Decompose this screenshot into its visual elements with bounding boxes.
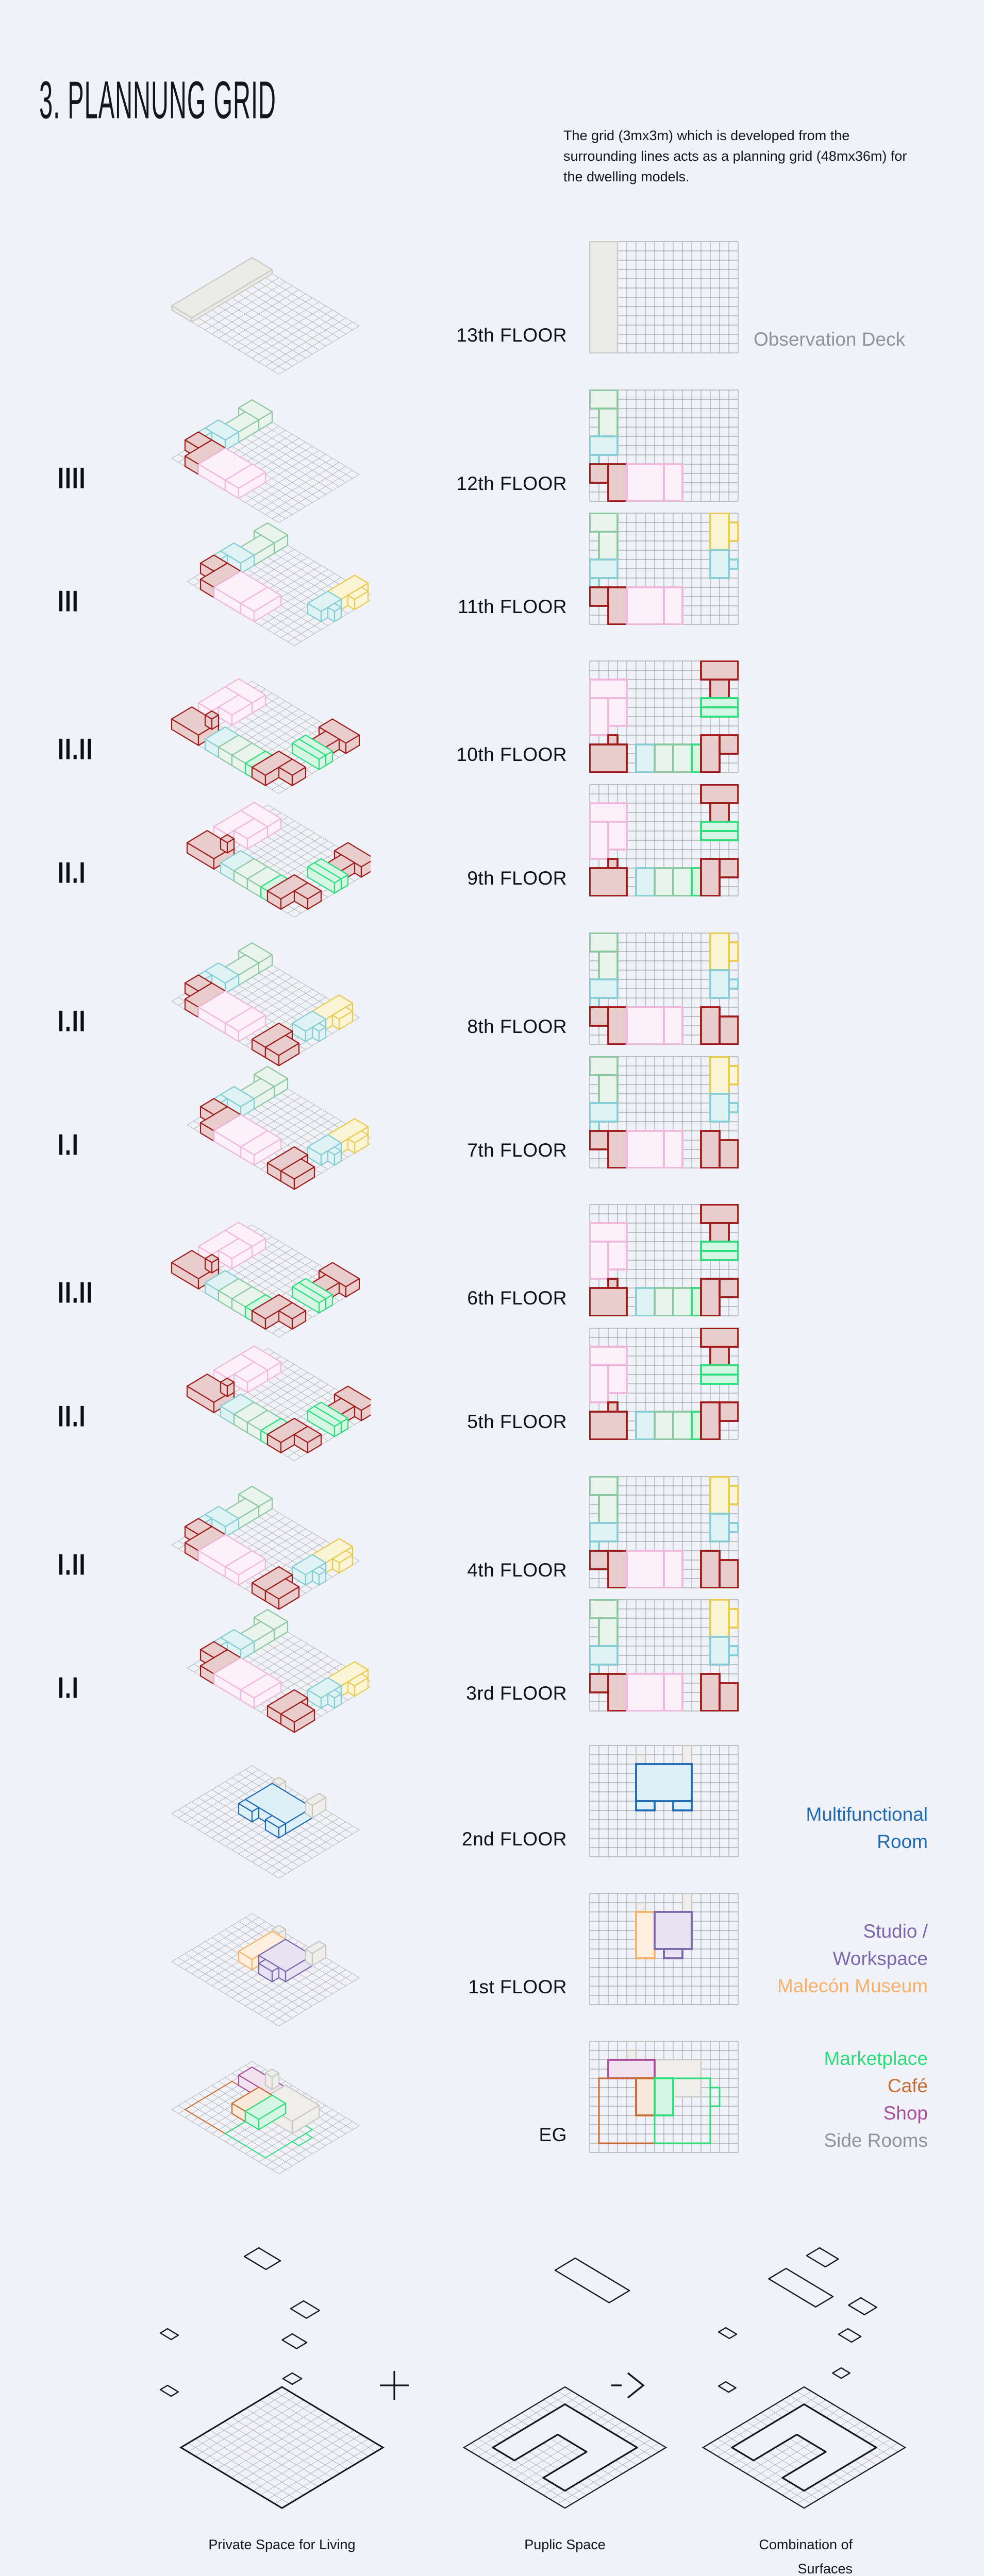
- legend-line: Café: [887, 2075, 928, 2096]
- floor-plan-grid: [589, 389, 739, 502]
- floor-plan-grid: [589, 1328, 739, 1440]
- floor-plan-grid: [589, 784, 739, 896]
- floor-legend: Observation Deck: [754, 326, 931, 353]
- floor-plan-grid: [589, 241, 739, 353]
- plan-rooms: [589, 660, 739, 773]
- legend-line: Side Rooms: [824, 2130, 928, 2151]
- floor-plan-grid: [589, 2041, 739, 2153]
- floor-label: 9th FLOOR: [467, 868, 567, 889]
- legend-line: Shop: [883, 2103, 928, 2124]
- plan-rooms: [589, 1599, 739, 1711]
- floor-numeral: II.II: [58, 732, 94, 766]
- floor-isometric-view: [171, 257, 360, 375]
- floor-isometric-view: [171, 1485, 360, 1610]
- floor-label: 4th FLOOR: [467, 1560, 567, 1581]
- floor-isometric-view: [186, 1345, 371, 1461]
- legend-line: Studio /: [863, 1921, 928, 1942]
- page-title-text: 3. PLANNUNG GRID: [39, 70, 276, 130]
- floor-plan-grid: [589, 1893, 739, 2005]
- floor-label: 10th FLOOR: [456, 744, 567, 765]
- floor-isometric-view: [187, 1065, 371, 1190]
- plan-rooms: [635, 1745, 693, 1811]
- floor-numeral: II.I: [58, 856, 87, 889]
- plan-rooms: [589, 1204, 739, 1316]
- floor-label: 3rd FLOOR: [466, 1683, 567, 1704]
- floor-plan-grid: [589, 1599, 739, 1711]
- floor-label: 8th FLOOR: [467, 1016, 567, 1037]
- floor-plan-grid: [589, 1204, 739, 1316]
- plan-rooms: [589, 1056, 739, 1168]
- floor-isometric-view: [171, 2061, 360, 2174]
- floor-isometric-view: [171, 678, 360, 794]
- floor-isometric-view: [171, 1913, 360, 2026]
- legend-line: Marketplace: [824, 2048, 928, 2069]
- floor-isometric-view: [171, 942, 360, 1066]
- floor-plan-grid: [589, 513, 739, 625]
- intro-description: The grid (3mx3m) which is developed from…: [563, 128, 907, 184]
- floor-isometric-view: [171, 1222, 360, 1337]
- floor-isometric-view: [171, 1765, 360, 1878]
- floor-isometric-view: [187, 522, 371, 646]
- floor-label: 5th FLOOR: [467, 1411, 567, 1432]
- floor-numeral: II.II: [58, 1276, 94, 1309]
- floor-plan-grid: [589, 1056, 739, 1168]
- floor-label: 2nd FLOOR: [462, 1828, 567, 1850]
- floor-label: EG: [539, 2124, 567, 2145]
- legend-line: Room: [877, 1831, 928, 1852]
- plan-rooms: [589, 784, 739, 896]
- floor-label: 7th FLOOR: [467, 1140, 567, 1161]
- floor-label: 6th FLOOR: [467, 1287, 567, 1309]
- floor-label: 1st FLOOR: [468, 1976, 567, 1997]
- floor-legend: Marketplace Café Shop Side Rooms: [750, 2045, 928, 2154]
- legend-line: Multifunctional: [806, 1804, 928, 1825]
- diagram-private-space: [159, 2247, 385, 2509]
- diagram-label-public-space: Puplic Space: [524, 2537, 606, 2552]
- floor-numeral: I.I: [58, 1671, 79, 1704]
- floor-numeral: III: [58, 584, 79, 618]
- diagram-public-space: [462, 2257, 668, 2509]
- floor-plan-grid: [589, 1745, 739, 1857]
- plan-rooms: [589, 933, 739, 1045]
- diagram-label-private-space: Private Space for Living: [208, 2537, 356, 2552]
- diagram-combination-of-surfaces: [702, 2247, 907, 2509]
- floor-label: 12th FLOOR: [456, 473, 567, 494]
- legend-line: Malecón Museum: [777, 1975, 928, 1996]
- floor-numeral: I.II: [58, 1548, 87, 1581]
- plan-rooms: [635, 1893, 693, 1959]
- plan-rooms: [589, 513, 739, 625]
- floor-isometric-view: [187, 1608, 371, 1733]
- plan-rooms: [589, 389, 683, 502]
- floor-numeral: IIII: [58, 461, 87, 495]
- plan-rooms: [589, 1328, 739, 1440]
- page-title: 3. PLANNUNG GRID: [39, 70, 513, 130]
- floor-legend: Studio / Workspace Malecón Museum: [750, 1918, 928, 1999]
- floor-plan-grid: [589, 660, 739, 773]
- floor-plan-grid: [589, 933, 739, 1045]
- floor-label: 13th FLOOR: [456, 325, 567, 346]
- arrow-icon: [611, 2372, 645, 2399]
- legend-line: Observation Deck: [754, 329, 906, 350]
- plus-icon: [380, 2371, 409, 2400]
- plan-rooms: [589, 1476, 739, 1588]
- floor-numeral: I.I: [58, 1128, 79, 1161]
- floor-isometric-view: [186, 802, 371, 918]
- legend-line: Workspace: [832, 1948, 928, 1969]
- plan-rooms: [598, 2049, 721, 2144]
- floor-legend: Multifunctional Room: [750, 1801, 928, 1855]
- floor-label: 11th FLOOR: [457, 596, 567, 617]
- floor-numeral: I.II: [58, 1004, 87, 1038]
- plan-rooms: [589, 241, 619, 353]
- floor-isometric-view: [171, 399, 360, 523]
- floor-plan-grid: [589, 1476, 739, 1588]
- floor-numeral: II.I: [58, 1399, 87, 1433]
- diagram-label-combination-surfaces: Combination of Surfaces: [759, 2537, 853, 2576]
